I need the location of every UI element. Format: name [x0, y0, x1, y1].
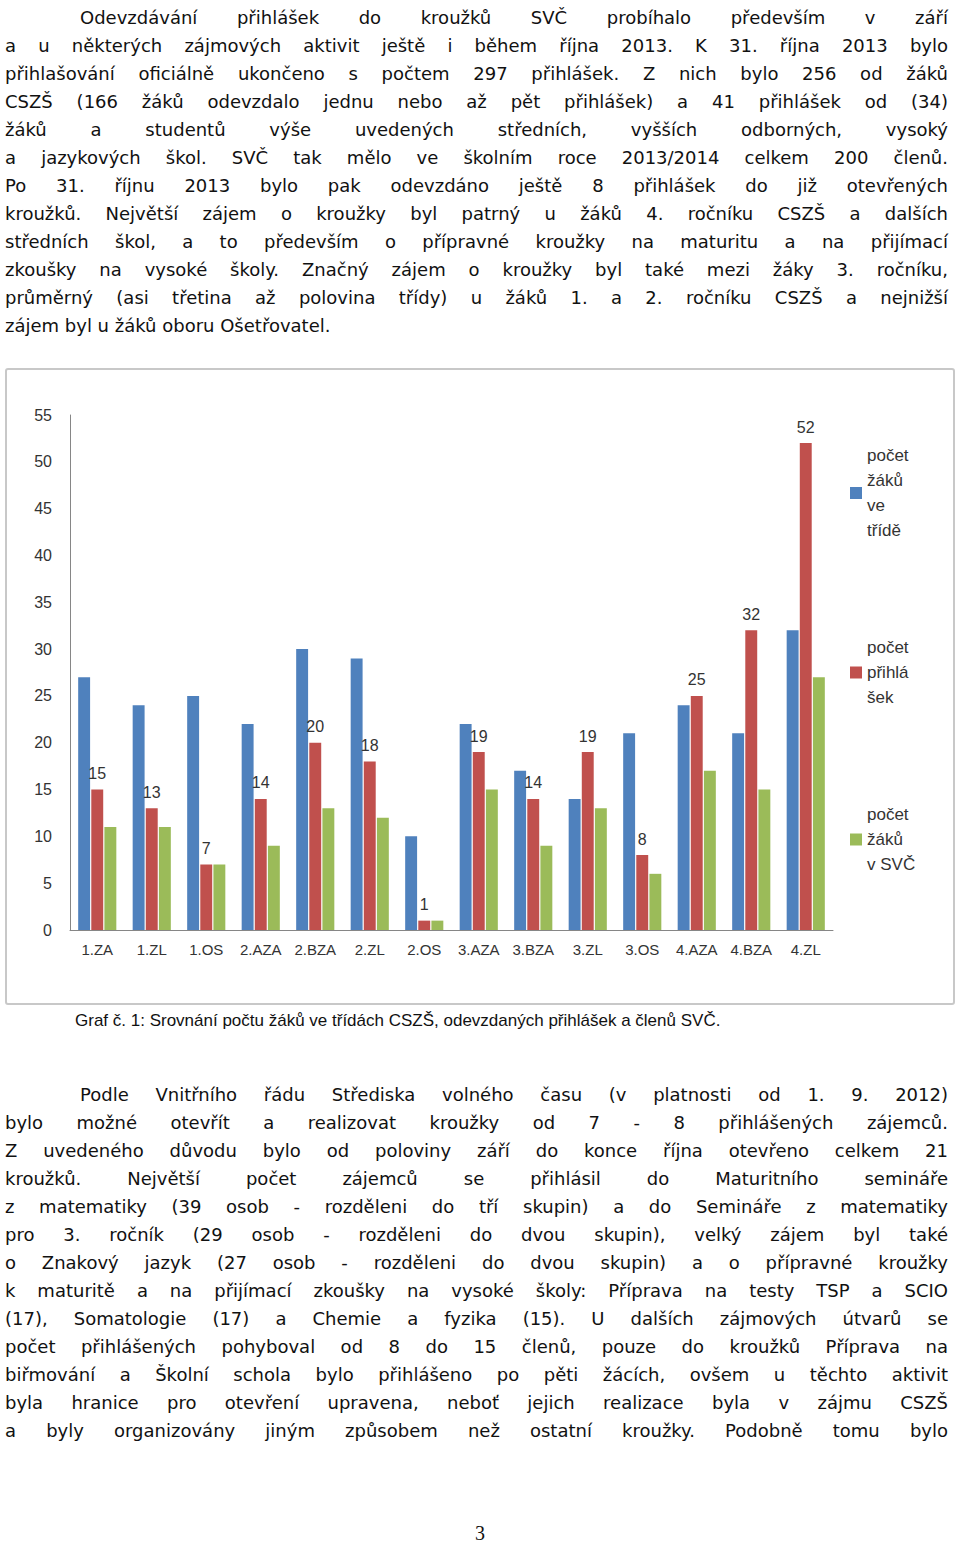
svg-text:žáků: žáků — [867, 830, 908, 849]
html-text:přihlašování oficiálně ukončen: přihlašování oficiálně ukončeno s počtem… — [5, 63, 948, 84]
svg-text:52: 52 — [797, 419, 815, 436]
html-text:pro 3. ročník (29 osob - rozdě: pro 3. ročník (29 osob - rozděleni do dv… — [5, 1224, 948, 1245]
svg-text:3.BZA: 3.BZA — [512, 941, 554, 958]
html-text:žáků a studentů výše uvedených: žáků a studentů výše uvedených středních… — [5, 119, 948, 140]
svg-text:50: 50 — [34, 453, 52, 470]
svg-text:1: 1 — [420, 896, 429, 913]
svg-text:3.ZL: 3.ZL — [573, 941, 603, 958]
svg-text:4.ZL: 4.ZL — [791, 941, 821, 958]
svg-text:2.OS: 2.OS — [407, 941, 441, 958]
svg-text:2.BZA: 2.BZA — [294, 941, 336, 958]
svg-text:10: 10 — [34, 828, 52, 845]
html-text:Podle Vnitřního řádu Střediska: Podle Vnitřního řádu Střediska volného č… — [80, 1084, 948, 1105]
svg-text:2.AZA: 2.AZA — [240, 941, 282, 958]
html-text:bylo možné otevřít a realizova: bylo možné otevřít a realizovat kroužky … — [5, 1112, 948, 1133]
svg-text:35: 35 — [34, 594, 52, 611]
svg-text:13: 13 — [143, 784, 161, 801]
html-text:kroužků. Největší počet zájemc: kroužků. Největší počet zájemců se přihl… — [5, 1168, 948, 1189]
svg-text:3.AZA: 3.AZA — [458, 941, 500, 958]
svg-text:20: 20 — [306, 718, 324, 735]
html-text:biřmování a Školní schola bylo: biřmování a Školní schola bylo přihlášen… — [5, 1364, 948, 1385]
html-text:průměrný (asi třetina až polov: průměrný (asi třetina až polovina třídy)… — [5, 287, 948, 308]
svg-text:0: 0 — [43, 922, 52, 939]
html-text:byla hranice pro otevření upra: byla hranice pro otevření upravena, nebo… — [5, 1392, 948, 1413]
html-text:a byly organizovány jiným způs: a byly organizovány jiným způsobem než o… — [5, 1420, 948, 1441]
svg-text:1.OS: 1.OS — [189, 941, 223, 958]
svg-text:počet: počet — [867, 446, 913, 465]
svg-text:14: 14 — [524, 774, 542, 791]
svg-text:8: 8 — [638, 831, 647, 848]
svg-text:4.BZA: 4.BZA — [730, 941, 772, 958]
svg-text:třídě: třídě — [867, 521, 901, 540]
html-text:počet přihlášených pohyboval o: počet přihlášených pohyboval od 8 do 15 … — [5, 1336, 948, 1357]
svg-text:18: 18 — [361, 737, 379, 754]
html-text:a u některých zájmových aktivi: a u některých zájmových aktivit ještě i … — [5, 35, 948, 56]
html-text:o Znakový jazyk (27 osob - roz: o Znakový jazyk (27 osob - rozděleni do … — [5, 1252, 948, 1273]
html-text:a jazykových škol. SVČ tak měl: a jazykových škol. SVČ tak mělo ve školn… — [5, 147, 948, 168]
svg-text:30: 30 — [34, 641, 52, 658]
svg-text:4.AZA: 4.AZA — [676, 941, 718, 958]
svg-text:2.ZL: 2.ZL — [355, 941, 385, 958]
svg-text:šek: šek — [867, 688, 894, 707]
svg-text:15: 15 — [34, 781, 52, 798]
svg-text:40: 40 — [34, 547, 52, 564]
svg-text:25: 25 — [34, 687, 52, 704]
svg-text:32: 32 — [742, 606, 760, 623]
svg-text:14: 14 — [252, 774, 270, 791]
svg-text:25: 25 — [688, 671, 706, 688]
svg-text:19: 19 — [579, 728, 597, 745]
svg-text:přihlá: přihlá — [867, 663, 909, 682]
html-text:Odevzdávání přihlášek do krouž: Odevzdávání přihlášek do kroužků SVČ pro… — [80, 7, 948, 28]
svg-text:7: 7 — [202, 840, 211, 857]
svg-text:20: 20 — [34, 734, 52, 751]
svg-text:ve: ve — [867, 496, 890, 515]
svg-text:v SVČ: v SVČ — [867, 855, 915, 874]
html-text:kroužků. Největší zájem o krou: kroužků. Největší zájem o kroužky byl pa… — [5, 203, 948, 224]
svg-text:55: 55 — [34, 407, 52, 424]
html-text:z matematiky (39 osob - rozděl: z matematiky (39 osob - rozděleni do tří… — [5, 1196, 948, 1217]
svg-text:5: 5 — [43, 875, 52, 892]
svg-text:žáků: žáků — [867, 471, 908, 490]
svg-text:1.ZA: 1.ZA — [81, 941, 113, 958]
html-text:k maturitě a na přijímací zkou: k maturitě a na přijímací zkoušky na vys… — [5, 1280, 948, 1301]
html-text:(17), Somatologie (17) a Chemi: (17), Somatologie (17) a Chemie a fyzika… — [5, 1308, 948, 1329]
svg-text:počet: počet — [867, 805, 913, 824]
html-text:středních škol, a to především: středních škol, a to především o příprav… — [5, 231, 948, 252]
svg-text:3.OS: 3.OS — [625, 941, 659, 958]
html-text:Po 31. říjnu 2013 bylo pak ode: Po 31. říjnu 2013 bylo pak odevzdáno ješ… — [5, 175, 948, 196]
html-text:CSZŠ (166 žáků odevzdalo jednu: CSZŠ (166 žáků odevzdalo jednu nebo až p… — [5, 91, 948, 112]
svg-text:1.ZL: 1.ZL — [137, 941, 167, 958]
html-text:3: 3 — [475, 1522, 485, 1544]
html-text:Z uvedeného důvodu bylo od pol: Z uvedeného důvodu bylo od poloviny září… — [5, 1140, 948, 1161]
svg-text:19: 19 — [470, 728, 488, 745]
svg-text:15: 15 — [88, 765, 106, 782]
svg-text:počet: počet — [867, 638, 913, 657]
html-text:Graf č. 1: Srovnání počtu žáků: Graf č. 1: Srovnání počtu žáků ve třídác… — [75, 1011, 721, 1030]
html-text:zkoušky na vysoké školy. Značn: zkoušky na vysoké školy. Značný zájem o … — [5, 259, 948, 280]
svg-text:45: 45 — [34, 500, 52, 517]
html-text:zájem byl u žáků oboru Ošetřov: zájem byl u žáků oboru Ošetřovatel. — [5, 315, 331, 336]
